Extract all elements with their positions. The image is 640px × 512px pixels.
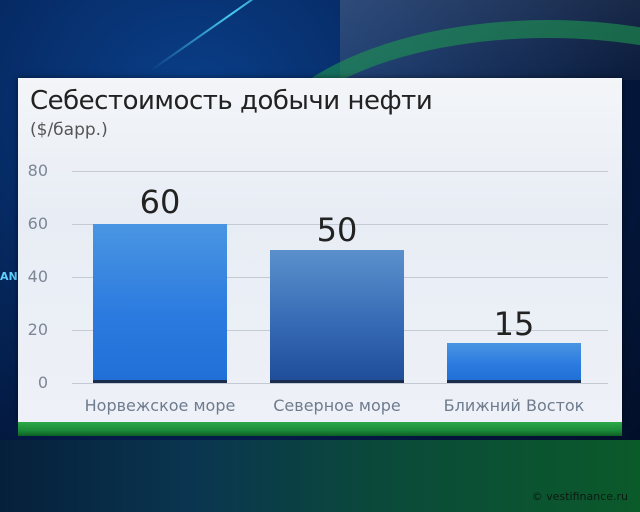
x-category-label: Норвежское море	[84, 396, 236, 415]
gridline	[72, 171, 608, 172]
bar-north-sea	[270, 250, 404, 383]
value-label: 50	[316, 211, 358, 249]
y-tick-label: 40	[27, 267, 48, 286]
chart-units: ($/барр.)	[30, 120, 108, 140]
chart-panel: Себестоимость добычи нефти ($/барр.) 80 …	[18, 78, 622, 422]
x-category-label: Ближний Восток	[443, 396, 585, 415]
y-tick-label: 0	[37, 373, 48, 392]
background-bottom	[0, 440, 640, 512]
x-category-label: Северное море	[273, 396, 401, 415]
y-tick-label: 80	[27, 161, 48, 180]
bar-middle-east	[447, 343, 581, 383]
chart-title: Себестоимость добычи нефти	[30, 86, 433, 116]
gridline	[72, 224, 608, 225]
baseline	[72, 383, 608, 384]
value-label: 60	[139, 183, 181, 221]
background-light-streak	[149, 0, 315, 72]
watermark: © vestifinance.ru	[531, 490, 628, 503]
green-strip	[18, 422, 622, 436]
y-tick-label: 60	[27, 214, 48, 233]
bar-norwegian-sea	[93, 224, 227, 383]
y-tick-label: 20	[27, 320, 48, 339]
value-label: 15	[493, 305, 535, 343]
